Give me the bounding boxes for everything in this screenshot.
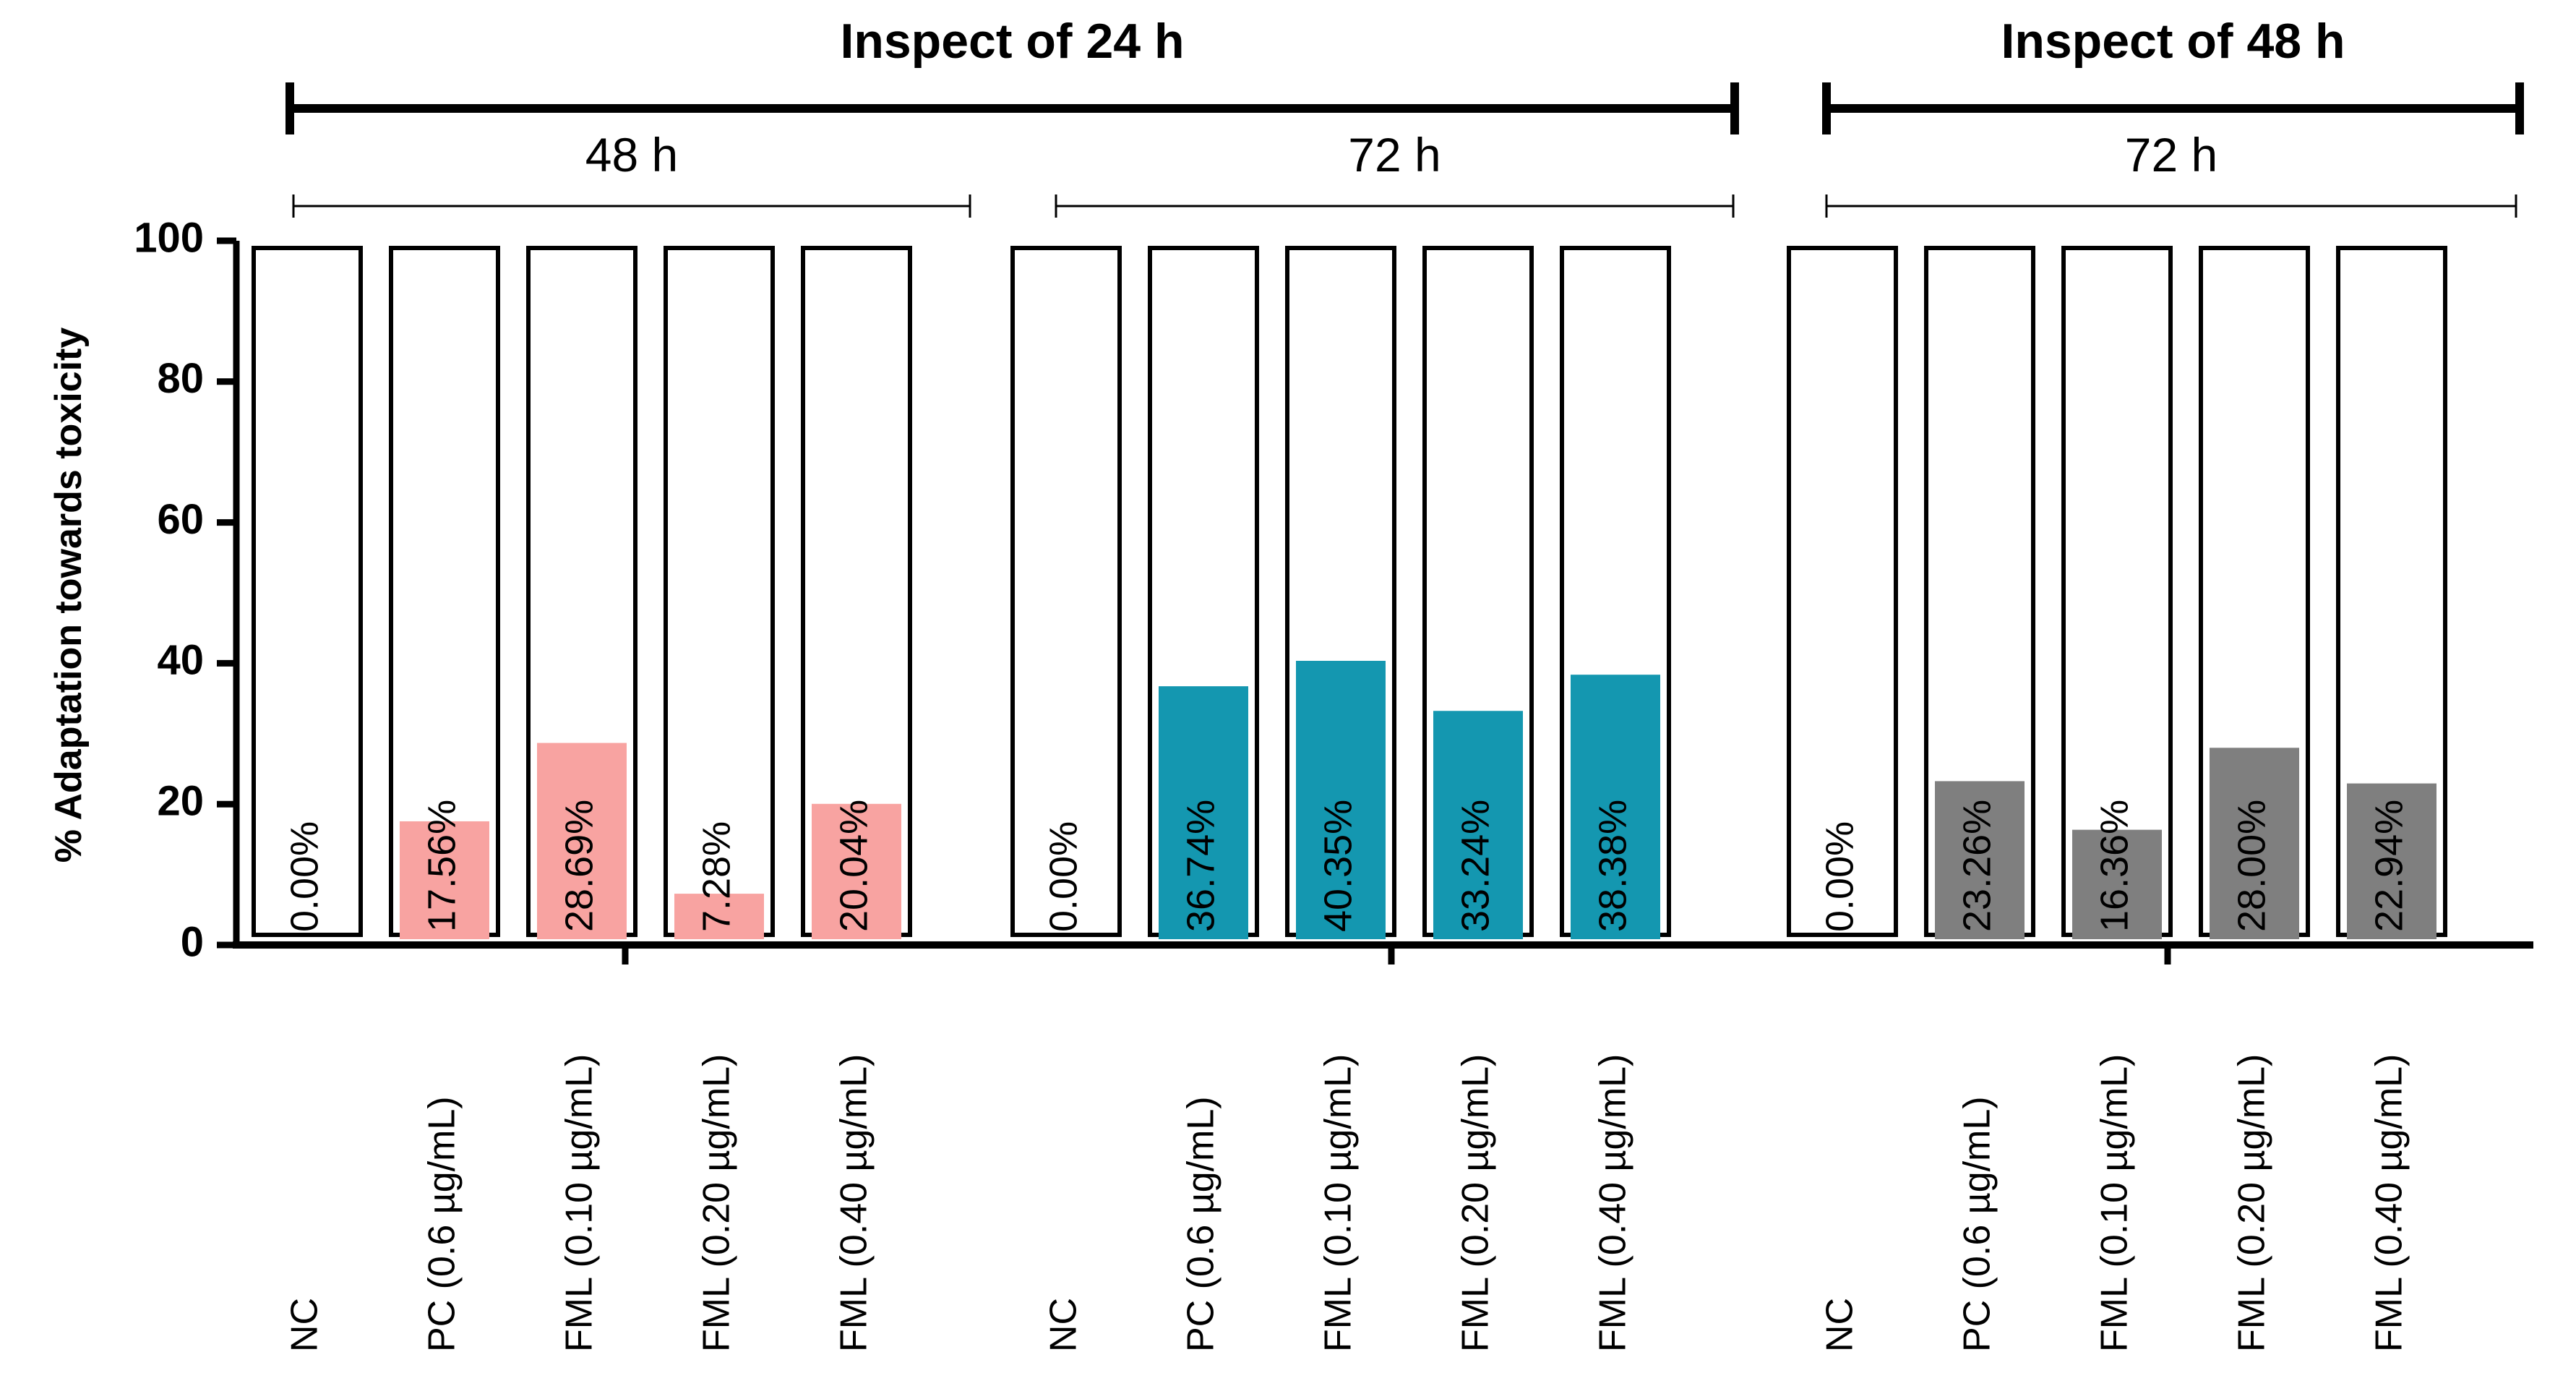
bar	[1935, 781, 2025, 939]
x-tick-label: NC	[1043, 1298, 1085, 1352]
data-label: 28.69%	[557, 800, 601, 932]
inspection-label: Inspect of 24 h	[840, 14, 1184, 69]
data-label: 28.00%	[2230, 800, 2273, 932]
x-tick-label: PC (0.6 µg/mL)	[421, 1096, 463, 1352]
x-tick-label: PC (0.6 µg/mL)	[1957, 1096, 1998, 1352]
x-tick-label: FML (0.20 µg/mL)	[696, 1054, 738, 1352]
bar	[2210, 748, 2299, 939]
x-tick-label: FML (0.10 µg/mL)	[559, 1054, 601, 1352]
bar	[1296, 660, 1386, 939]
bar-outline	[252, 246, 363, 937]
data-label: 36.74%	[1179, 800, 1222, 932]
data-label: 33.24%	[1454, 800, 1497, 932]
bar	[1433, 711, 1523, 939]
bar-outline	[1787, 246, 1898, 937]
data-label: 0.00%	[1818, 821, 1861, 932]
x-tick-label: FML (0.10 µg/mL)	[2094, 1054, 2136, 1352]
y-tick-label: 60	[157, 496, 204, 543]
x-tick-label: NC	[284, 1298, 326, 1352]
y-axis-label: % Adaptation towards toxicity	[48, 328, 90, 863]
x-tick-label: NC	[1819, 1298, 1861, 1352]
inspection-label: Inspect of 48 h	[2001, 14, 2345, 69]
data-label: 7.28%	[695, 821, 738, 932]
y-tick-label: 40	[157, 637, 204, 684]
data-label: 17.56%	[420, 800, 463, 932]
y-tick-label: 80	[157, 355, 204, 402]
x-tick-label: FML (0.40 µg/mL)	[1592, 1054, 1634, 1352]
x-tick-label: PC (0.6 µg/mL)	[1180, 1096, 1222, 1352]
data-label: 40.35%	[1316, 800, 1360, 932]
bar	[1159, 686, 1248, 939]
y-tick-label: 100	[134, 214, 204, 261]
y-tick-label: 0	[181, 918, 204, 965]
bar	[2072, 829, 2162, 939]
data-label: 0.00%	[1042, 821, 1085, 932]
data-label: 0.00%	[283, 821, 326, 932]
x-tick-label: FML (0.20 µg/mL)	[2231, 1054, 2273, 1352]
period-label: 48 h	[585, 128, 678, 181]
data-label: 23.26%	[1955, 800, 1998, 932]
x-tick-label: FML (0.10 µg/mL)	[1318, 1054, 1360, 1352]
bar-outline	[1010, 246, 1122, 937]
data-label: 22.94%	[2367, 800, 2410, 932]
bar-outline	[664, 246, 775, 937]
period-label: 72 h	[1348, 128, 1441, 181]
bar	[2347, 783, 2437, 939]
bar	[674, 894, 764, 939]
data-label: 38.38%	[1591, 800, 1634, 932]
bar	[400, 821, 489, 939]
data-label: 20.04%	[832, 800, 875, 932]
x-tick-label: FML (0.40 µg/mL)	[2369, 1054, 2410, 1352]
period-label: 72 h	[2125, 128, 2217, 181]
bar	[812, 803, 901, 939]
bar-outline	[389, 246, 500, 937]
data-label: 16.36%	[2092, 800, 2136, 932]
x-tick-label: FML (0.20 µg/mL)	[1455, 1054, 1497, 1352]
x-tick-label: FML (0.40 µg/mL)	[833, 1054, 875, 1352]
bar	[537, 743, 627, 939]
y-tick-label: 20	[157, 778, 204, 825]
bar	[1571, 675, 1660, 939]
